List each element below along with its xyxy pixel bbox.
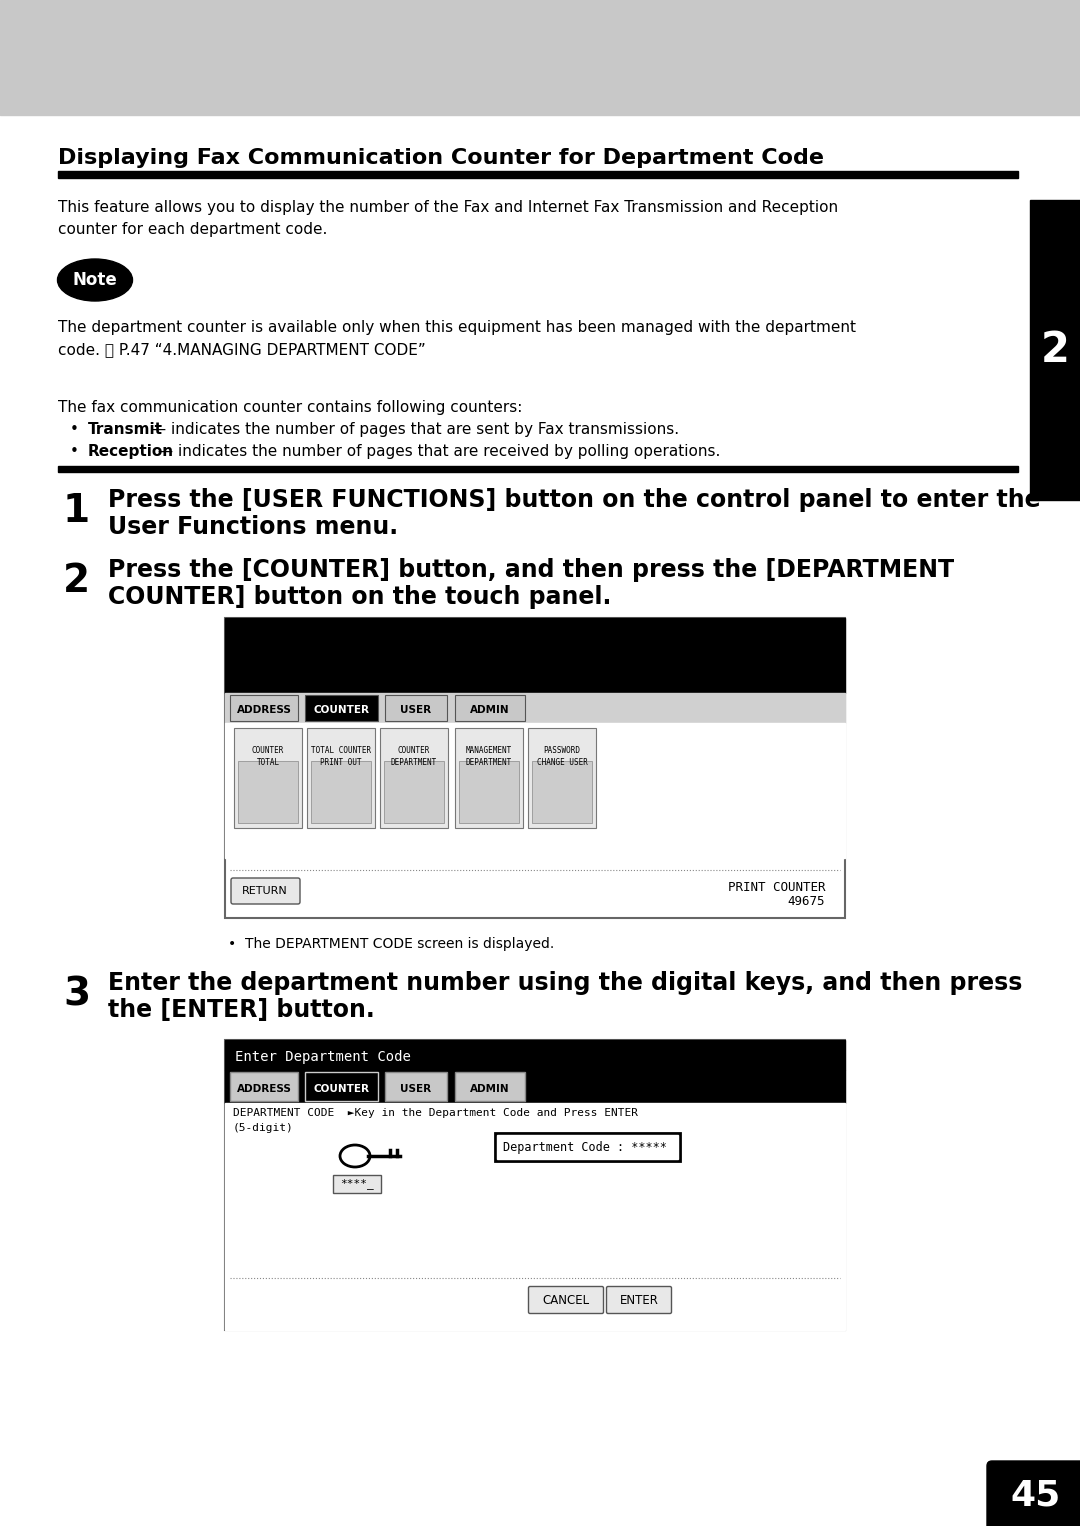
Text: 3: 3 [63, 975, 90, 1013]
Text: COUNTER: COUNTER [313, 705, 369, 716]
Bar [58, 465, 1018, 472]
Bar [455, 694, 525, 720]
Bar [455, 728, 523, 829]
Text: •  The DEPARTMENT CODE screen is displayed.: • The DEPARTMENT CODE screen is displaye… [228, 937, 554, 951]
Text: Reception: Reception [87, 444, 174, 459]
Bar [528, 728, 596, 829]
Bar [305, 694, 378, 720]
Bar [384, 1071, 447, 1100]
Bar [238, 761, 298, 823]
Text: •: • [70, 423, 79, 436]
Text: PRINT COUNTER: PRINT COUNTER [728, 881, 825, 894]
Bar [230, 1071, 298, 1100]
Bar [225, 693, 845, 723]
Text: Press the [USER FUNCTIONS] button on the control panel to enter the: Press the [USER FUNCTIONS] button on the… [108, 488, 1041, 513]
Bar [311, 761, 372, 823]
Text: DEPARTMENT CODE  ►Key in the Department Code and Press ENTER: DEPARTMENT CODE ►Key in the Department C… [233, 1108, 638, 1119]
Text: 2: 2 [1040, 330, 1069, 371]
Text: COUNTER] button on the touch panel.: COUNTER] button on the touch panel. [108, 584, 611, 609]
Text: CANCEL: CANCEL [542, 1294, 590, 1306]
FancyBboxPatch shape [987, 1460, 1080, 1526]
Text: CHANGE USER: CHANGE USER [537, 758, 588, 768]
Text: Displaying Fax Communication Counter for Department Code: Displaying Fax Communication Counter for… [58, 148, 824, 168]
Bar [532, 761, 592, 823]
Text: USER: USER [401, 705, 432, 716]
Text: ENTER: ENTER [620, 1294, 659, 1306]
Bar [0, 0, 1080, 114]
Text: User Functions menu.: User Functions menu. [108, 514, 399, 539]
Text: PASSWORD: PASSWORD [543, 746, 581, 755]
Text: DEPARTMENT: DEPARTMENT [391, 758, 437, 768]
Text: USER: USER [401, 1083, 432, 1094]
Bar [459, 761, 519, 823]
Text: 45: 45 [1011, 1479, 1062, 1512]
Bar [58, 171, 1018, 179]
Text: ADDRESS: ADDRESS [237, 1083, 292, 1094]
Text: ADMIN: ADMIN [470, 705, 510, 716]
Bar [307, 728, 375, 829]
Bar [234, 728, 302, 829]
Text: DEPARTMENT: DEPARTMENT [465, 758, 512, 768]
Bar [225, 1070, 845, 1103]
Bar [230, 694, 298, 720]
Bar [380, 728, 448, 829]
Text: Enter the department number using the digital keys, and then press: Enter the department number using the di… [108, 971, 1023, 995]
Bar [384, 761, 444, 823]
Bar [225, 618, 845, 919]
Bar [305, 1071, 378, 1100]
Text: This feature allows you to display the number of the Fax and Internet Fax Transm: This feature allows you to display the n… [58, 200, 838, 215]
Ellipse shape [57, 259, 133, 301]
FancyBboxPatch shape [528, 1286, 604, 1314]
Text: The fax communication counter contains following counters:: The fax communication counter contains f… [58, 400, 523, 415]
Text: COUNTER: COUNTER [252, 746, 284, 755]
Bar [497, 1135, 678, 1160]
Bar [225, 1041, 845, 1331]
Text: ****_: ****_ [340, 1178, 374, 1189]
Text: The department counter is available only when this equipment has been managed wi: The department counter is available only… [58, 320, 856, 336]
Text: Press the [COUNTER] button, and then press the [DEPARTMENT: Press the [COUNTER] button, and then pre… [108, 559, 954, 581]
Text: TOTAL COUNTER: TOTAL COUNTER [311, 746, 372, 755]
Text: 1: 1 [63, 491, 90, 530]
Text: counter for each department code.: counter for each department code. [58, 221, 327, 237]
Text: MANAGEMENT: MANAGEMENT [465, 746, 512, 755]
Bar [225, 1041, 845, 1070]
Text: Department Code : *****: Department Code : ***** [503, 1141, 666, 1155]
Text: PRINT OUT: PRINT OUT [320, 758, 362, 768]
Bar [455, 1071, 525, 1100]
Text: •: • [70, 444, 79, 459]
Bar [333, 1175, 381, 1193]
Bar [1030, 200, 1080, 501]
Bar [225, 723, 845, 858]
Text: (5-digit): (5-digit) [233, 1123, 294, 1132]
FancyBboxPatch shape [607, 1286, 672, 1314]
Bar [495, 1132, 680, 1161]
Text: — indicates the number of pages that are received by polling operations.: — indicates the number of pages that are… [152, 444, 720, 459]
Text: 2: 2 [63, 562, 90, 600]
FancyBboxPatch shape [231, 877, 300, 903]
Text: TOTAL: TOTAL [256, 758, 280, 768]
Text: Note: Note [72, 272, 118, 288]
Text: code. ⎙ P.47 “4.MANAGING DEPARTMENT CODE”: code. ⎙ P.47 “4.MANAGING DEPARTMENT CODE… [58, 342, 426, 357]
Text: RETURN: RETURN [242, 887, 288, 896]
Text: ADMIN: ADMIN [470, 1083, 510, 1094]
Bar [384, 694, 447, 720]
Text: COUNTER: COUNTER [313, 1083, 369, 1094]
Bar [225, 1103, 845, 1331]
Text: ADDRESS: ADDRESS [237, 705, 292, 716]
Text: the [ENTER] button.: the [ENTER] button. [108, 998, 375, 1022]
Text: COUNTER: COUNTER [397, 746, 430, 755]
Bar [225, 618, 845, 693]
Text: 49675: 49675 [787, 896, 825, 908]
Text: — indicates the number of pages that are sent by Fax transmissions.: — indicates the number of pages that are… [146, 423, 678, 436]
Text: Enter Department Code: Enter Department Code [235, 1050, 410, 1064]
Text: Transmit: Transmit [87, 423, 163, 436]
